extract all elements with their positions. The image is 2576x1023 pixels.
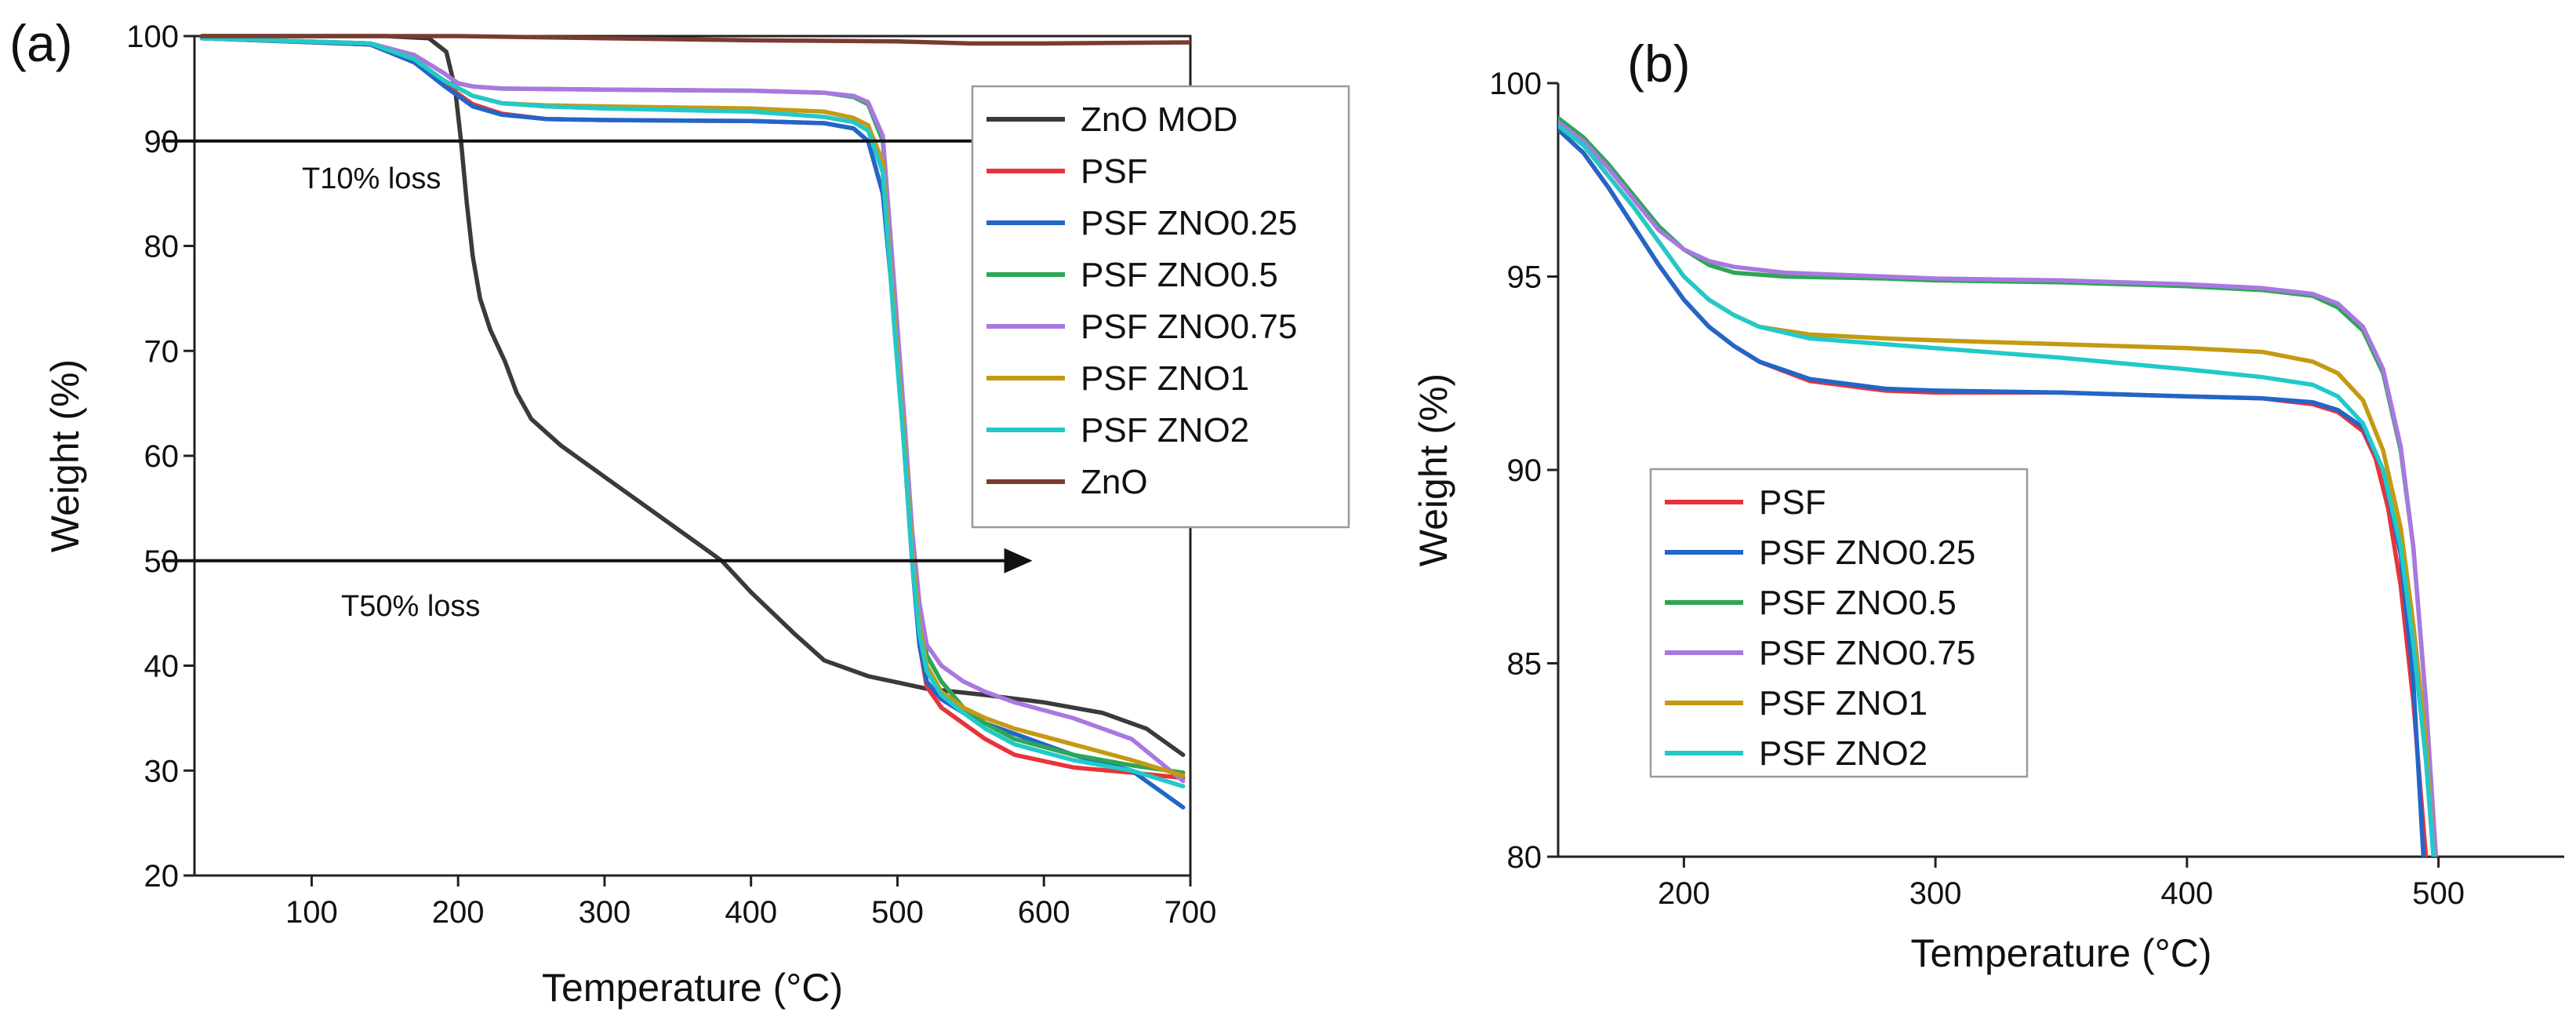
- panel-b-y-axis-title: Weight (%): [1412, 373, 1455, 566]
- panel-a-legend-label-psf: PSF: [1081, 152, 1148, 191]
- panel-b-y-tick-label: 90: [1507, 453, 1542, 488]
- panel-a-plot-area: [199, 34, 1190, 810]
- panel-a-y-axis-title: Weight (%): [43, 359, 87, 552]
- panel-b-x-tick-label: 400: [2161, 876, 2214, 911]
- panel-b-legend-box: [1649, 468, 2029, 778]
- panel-a-y-tick-label: 30: [144, 754, 180, 788]
- panel-b-legend-label-psf-zno2: PSF ZNO2: [1759, 734, 1927, 773]
- panel-b-label: (b): [1627, 35, 1691, 93]
- panel-a-series-psf-zno2: [199, 35, 1186, 789]
- panel-b-series-psf-zno2: [1558, 123, 2436, 857]
- panel-b-chart: (b) 200 300 400 500 80 85 90 95 100 Temperature (°…: [1412, 35, 2564, 975]
- panel-b-legend-label-psf-zno1: PSF ZNO1: [1759, 684, 1927, 723]
- panel-a-legend-label-psf-zno2: PSF ZNO2: [1081, 411, 1249, 450]
- panel-a-annotation-text: T10% loss: [302, 162, 441, 195]
- panel-a-legend-box: [971, 85, 1350, 529]
- panel-b-plot-area: [1558, 115, 2439, 857]
- panel-b-x-tick-label: 500: [2412, 876, 2465, 911]
- panel-a-series-psf-zno0-75: [199, 35, 1186, 784]
- panel-a-y-tick-label: 100: [126, 20, 179, 54]
- panel-a-x-tick-label: 300: [579, 895, 631, 930]
- panel-a-y-tick-label: 40: [144, 650, 180, 684]
- panel-a-legend-label-psf-zno0-75: PSF ZNO0.75: [1081, 308, 1297, 346]
- panel-a-y-tick-label: 20: [144, 859, 180, 894]
- panel-b-series-psf-zno0-75: [1558, 119, 2439, 857]
- panel-a-x-tick-label: 700: [1164, 895, 1217, 930]
- panel-b-y-tick-label: 85: [1507, 647, 1542, 682]
- panel-a-x-tick-label: 600: [1018, 895, 1070, 930]
- panel-a-x-tick-label: 200: [432, 895, 485, 930]
- panel-b-y-tick-label: 95: [1507, 260, 1542, 295]
- panel-a-legend-label-psf-zno0-25: PSF ZNO0.25: [1081, 204, 1297, 242]
- panel-a-legend-label-psf-zno0-5: PSF ZNO0.5: [1081, 256, 1278, 294]
- panel-a-y-tick-label: 70: [144, 334, 180, 369]
- panel-a-chart: (a)100 200 300 400 500 600 7002030405060708090…: [9, 14, 1350, 1010]
- panel-a-x-tick-label: 400: [725, 895, 777, 930]
- panel-a-y-tick-label: 80: [144, 230, 180, 264]
- panel-b-x-tick-label: 200: [1658, 876, 1710, 911]
- panel-b-y-tick-label: 100: [1489, 67, 1542, 101]
- panel-b-legend-label-psf-zno0-75: PSF ZNO0.75: [1759, 634, 1975, 672]
- panel-a-legend-label-zno: ZnO: [1081, 463, 1148, 501]
- panel-a-x-tick-label: 100: [285, 895, 338, 930]
- panel-b-x-tick-label: 300: [1909, 876, 1962, 911]
- panel-a-annotation-text: T50% loss: [341, 590, 480, 623]
- panel-a-label: (a): [9, 14, 73, 72]
- panel-b-x-axis-title: Temperature (°C): [1911, 931, 2212, 975]
- panel-b-legend: PSF PSF ZNO0.25 PSF ZNO0.5 PSF ZNO0.75 PSF Z…: [1649, 468, 2029, 778]
- panel-a-series-zno-mod: [199, 34, 1186, 757]
- panel-a-legend: ZnO MOD PSF PSF ZNO0.25 PSF ZNO0.5 PSF ZNO0.…: [971, 85, 1350, 529]
- panel-b-y-tick-label: 80: [1507, 840, 1542, 875]
- panel-a-x-tick-label: 500: [871, 895, 924, 930]
- panel-a-y-tick-label: 60: [144, 439, 180, 474]
- panel-a-x-axis-title: Temperature (°C): [542, 966, 843, 1010]
- panel-b-legend-label-psf-zno0-25: PSF ZNO0.25: [1759, 533, 1975, 572]
- panel-a-legend-label-zno-mod: ZnO MOD: [1081, 100, 1237, 139]
- panel-a-series-zno: [199, 34, 1190, 46]
- panel-a-legend-label-psf-zno1: PSF ZNO1: [1081, 359, 1249, 398]
- panel-b-legend-label-psf: PSF: [1759, 483, 1826, 522]
- panel-b-legend-label-psf-zno0-5: PSF ZNO0.5: [1759, 584, 1957, 622]
